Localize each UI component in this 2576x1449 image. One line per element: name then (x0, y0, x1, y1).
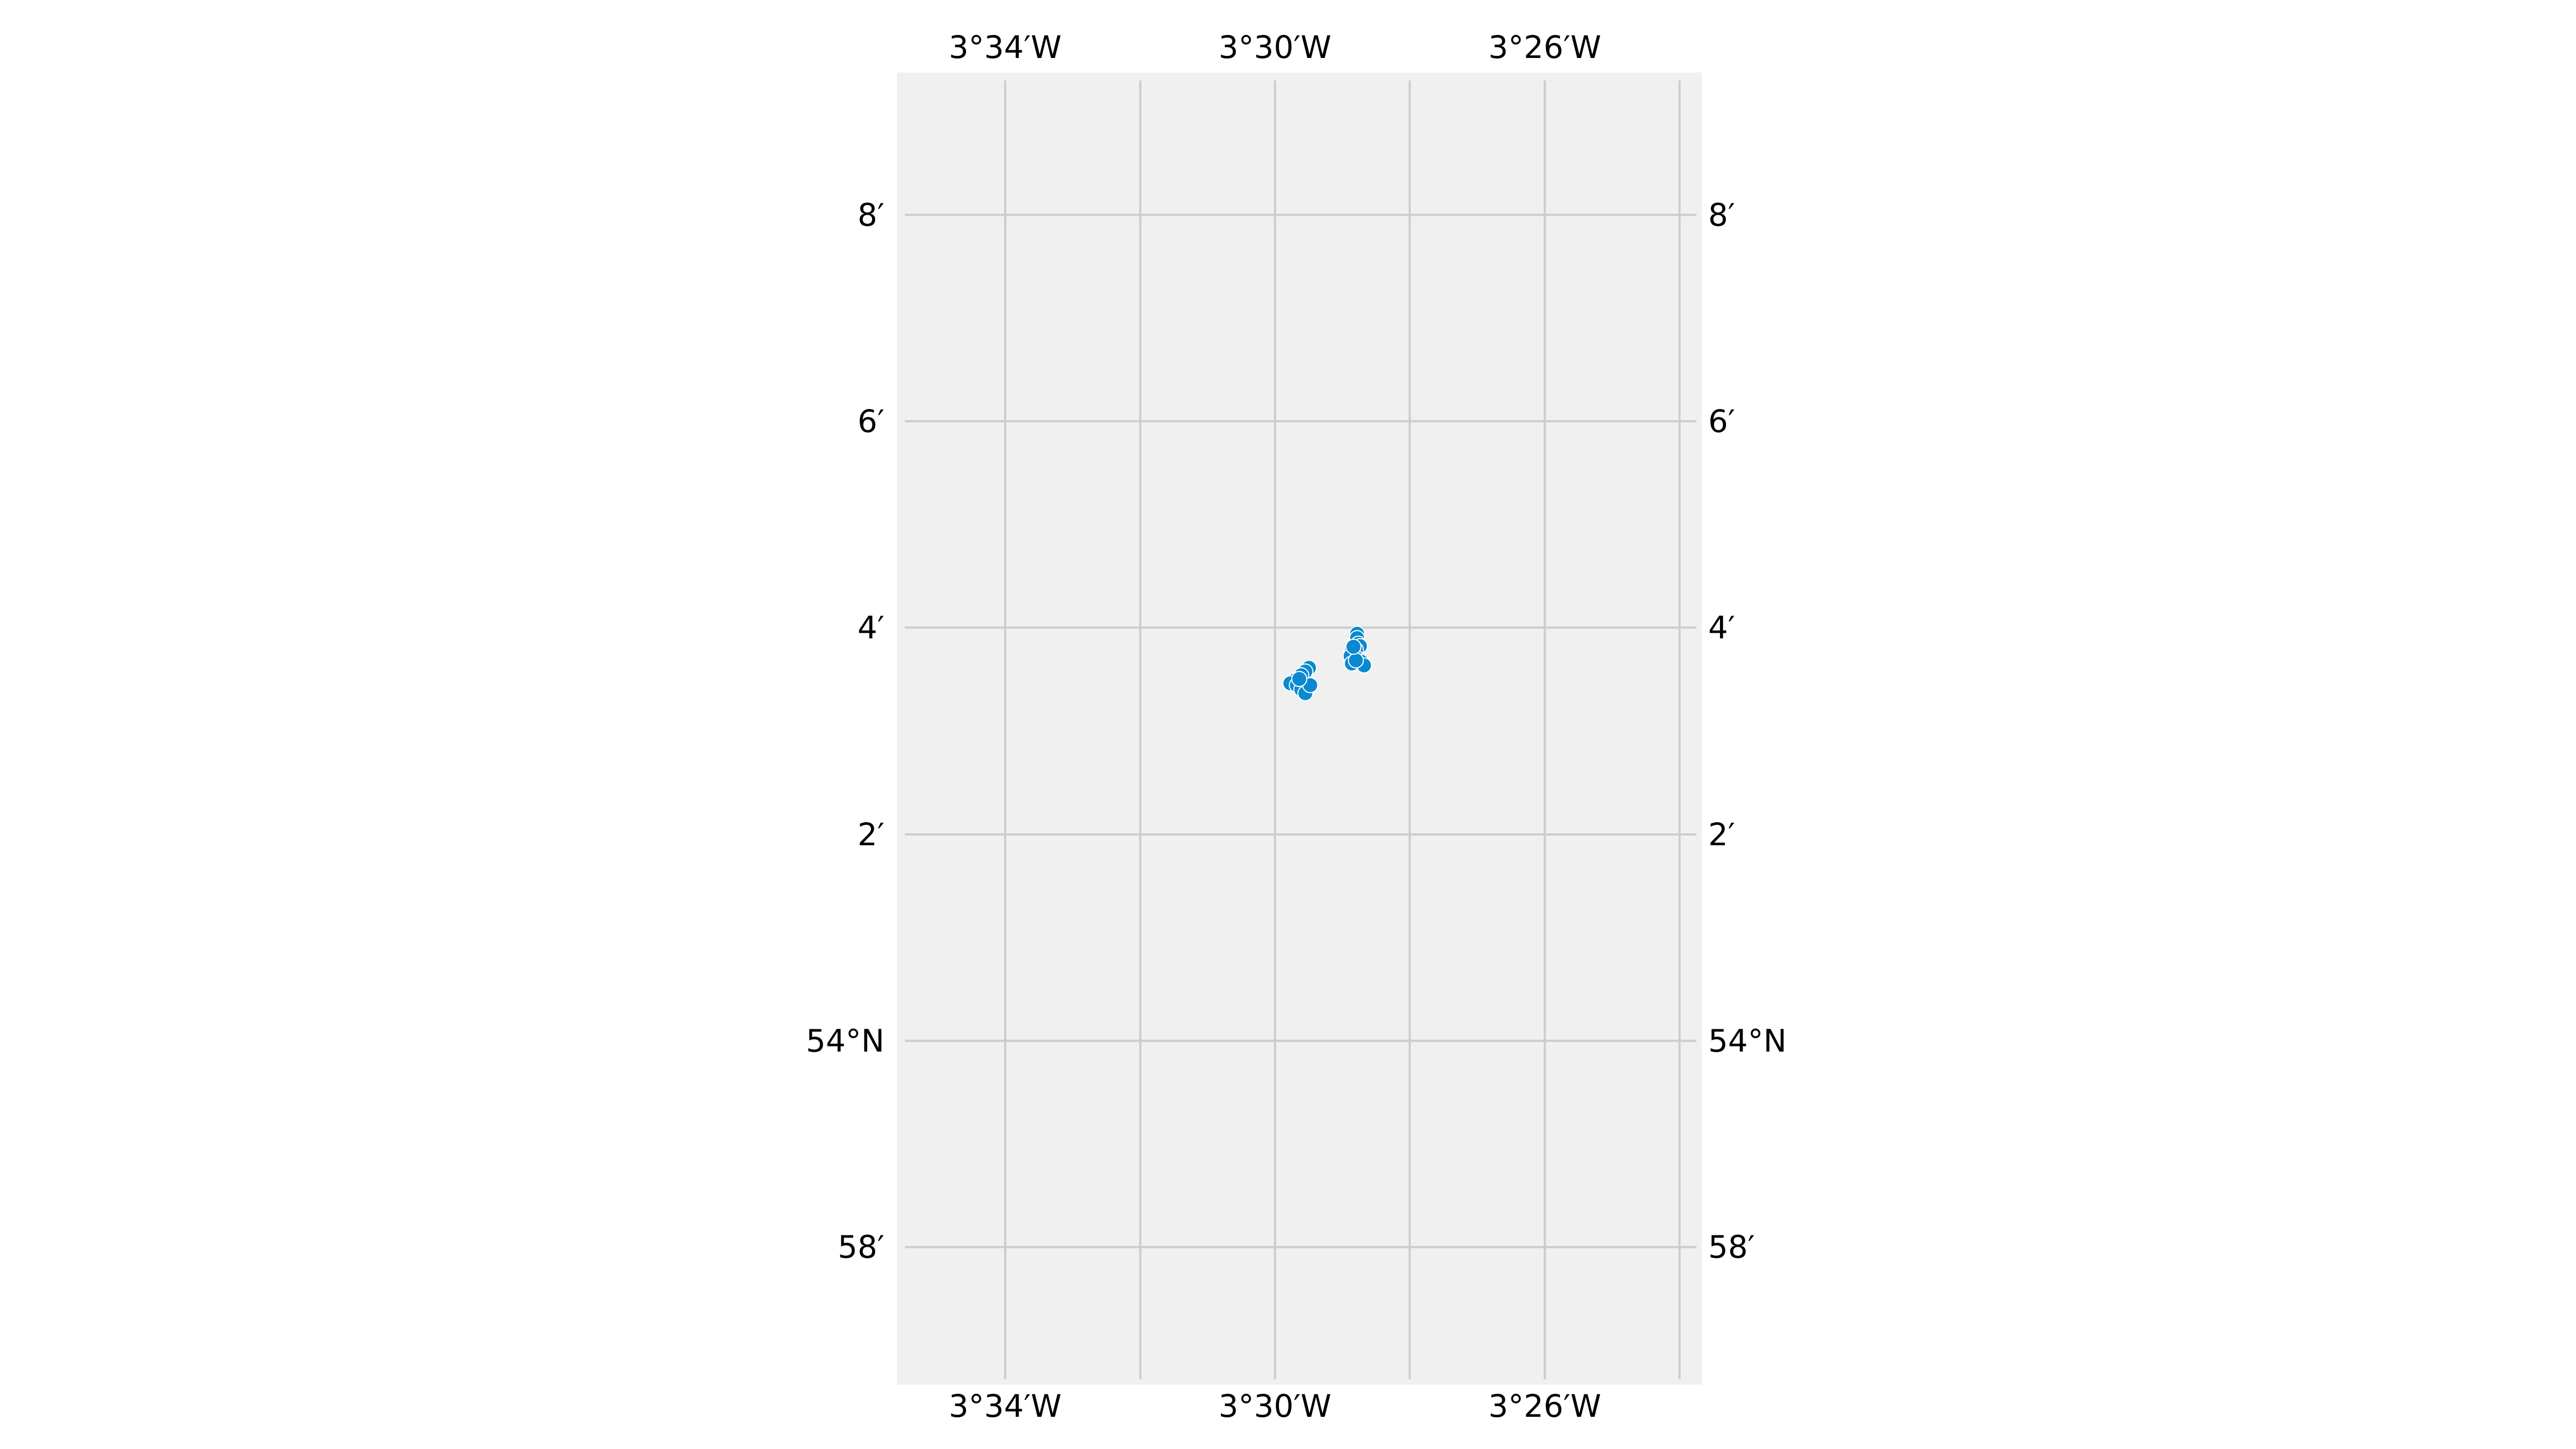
right-lat-label: 2′ (1708, 816, 1735, 853)
right-lat-label: 54°N (1708, 1022, 1787, 1059)
left-lat-label: 2′ (858, 816, 884, 853)
left-lat-label: 58′ (838, 1229, 884, 1265)
left-lat-label: 54°N (806, 1022, 884, 1059)
right-lat-label: 6′ (1708, 403, 1735, 440)
data-point-13 (1345, 639, 1362, 655)
bottom-lon-label: 3°30′W (1219, 1388, 1331, 1424)
data-point-12 (1348, 652, 1364, 669)
right-lat-label: 4′ (1708, 609, 1735, 646)
top-longitude-labels: 3°34′W 3°30′W 3°26′W (949, 29, 1601, 65)
top-lon-label: 3°34′W (949, 29, 1062, 65)
bottom-lon-label: 3°34′W (949, 1388, 1062, 1424)
top-lon-label: 3°30′W (1219, 29, 1331, 65)
gridlines (905, 80, 1696, 1379)
bottom-longitude-labels: 3°34′W 3°30′W 3°26′W (949, 1388, 1601, 1424)
left-latitude-labels: 8′ 6′ 4′ 2′ 54°N 58′ (806, 197, 884, 1265)
right-latitude-labels: 8′ 6′ 4′ 2′ 54°N 58′ (1708, 197, 1787, 1265)
map-frame (897, 72, 1702, 1385)
bottom-lon-label: 3°26′W (1488, 1388, 1601, 1424)
left-lat-label: 6′ (858, 403, 884, 440)
data-points (1282, 625, 1372, 701)
top-lon-label: 3°26′W (1488, 29, 1601, 65)
left-lat-label: 8′ (858, 197, 884, 233)
data-point-23 (1291, 671, 1307, 687)
right-lat-label: 8′ (1708, 197, 1735, 233)
left-lat-label: 4′ (858, 609, 884, 646)
right-lat-label: 58′ (1708, 1229, 1755, 1265)
